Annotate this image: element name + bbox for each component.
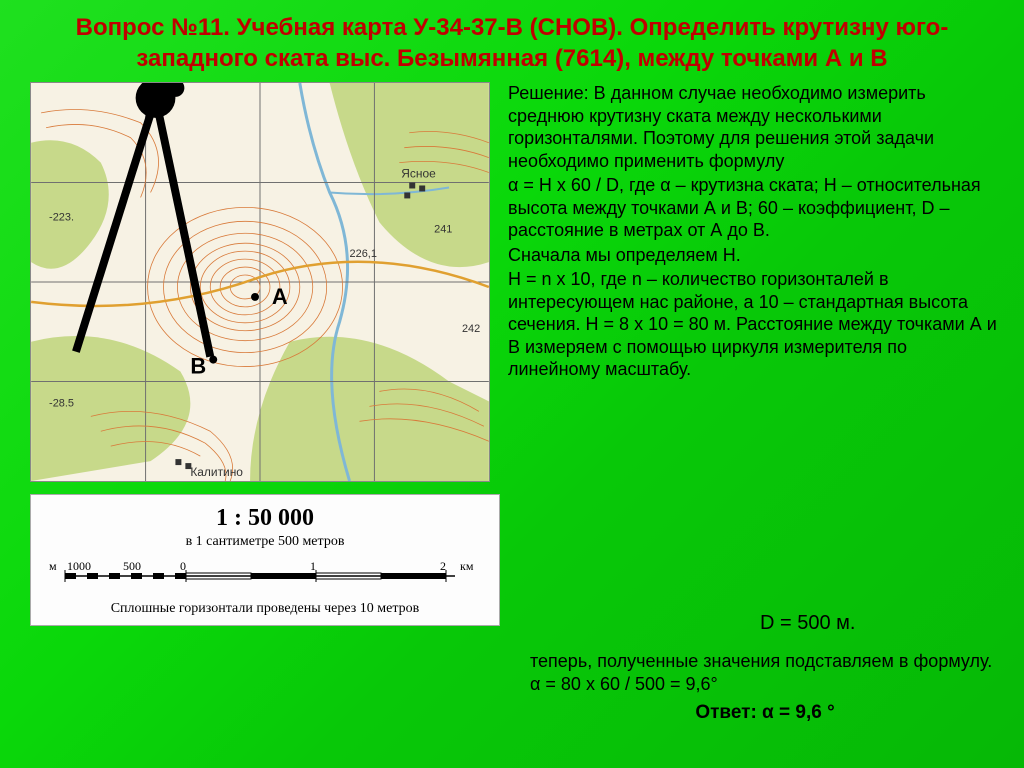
map-h2: 226,1	[350, 249, 377, 261]
svg-text:км: км	[460, 559, 474, 573]
map-h3: 241	[434, 224, 452, 236]
solution-text: Решение: В данном случае необходимо изме…	[490, 82, 1004, 482]
svg-text:м: м	[49, 559, 57, 573]
solution-p4: теперь, полученные значения подставляем …	[530, 650, 1000, 695]
solution-formula: α = H х 60 / D, где α – крутизна ската; …	[508, 174, 1004, 242]
d-value: D = 500 м.	[760, 612, 855, 635]
solution-bottom: теперь, полученные значения подставляем …	[530, 650, 1000, 725]
scale-note: Сплошные горизонтали проведены через 10 …	[45, 601, 485, 617]
answer: Ответ: α = 9,6 °	[530, 701, 1000, 725]
svg-text:2: 2	[440, 559, 446, 573]
solution-p2: Сначала мы определяем H.	[508, 244, 1004, 267]
content-row: А В Ясное Калитино -223. 226,1 241 242 -…	[0, 74, 1024, 482]
point-b-label: В	[190, 354, 206, 379]
scale-box: 1 : 50 000 в 1 сантиметре 500 метров м 1…	[30, 494, 500, 626]
svg-text:500: 500	[123, 559, 141, 573]
scale-bar: м 1000 500 0 1 2 км	[45, 558, 485, 588]
map-h1: -223.	[49, 212, 74, 224]
map-h5: -28.5	[49, 398, 74, 410]
solution-p1: Решение: В данном случае необходимо изме…	[508, 82, 1004, 172]
map-h4: 242	[462, 323, 480, 335]
svg-text:1000: 1000	[67, 559, 91, 573]
map-village-1: Ясное	[401, 167, 436, 181]
left-column: А В Ясное Калитино -223. 226,1 241 242 -…	[30, 82, 490, 482]
svg-text:0: 0	[180, 559, 186, 573]
svg-text:1: 1	[310, 559, 316, 573]
scale-ratio: 1 : 50 000	[45, 505, 485, 532]
map-village-2: Калитино	[190, 465, 243, 479]
point-a-label: А	[272, 284, 288, 309]
topographic-map: А В Ясное Калитино -223. 226,1 241 242 -…	[30, 82, 490, 482]
scale-text: в 1 сантиметре 500 метров	[45, 534, 485, 550]
solution-p3: H = n x 10, где n – количество горизонта…	[508, 268, 1004, 381]
slide-title: Вопрос №11. Учебная карта У-34-37-В (СНО…	[0, 0, 1024, 74]
